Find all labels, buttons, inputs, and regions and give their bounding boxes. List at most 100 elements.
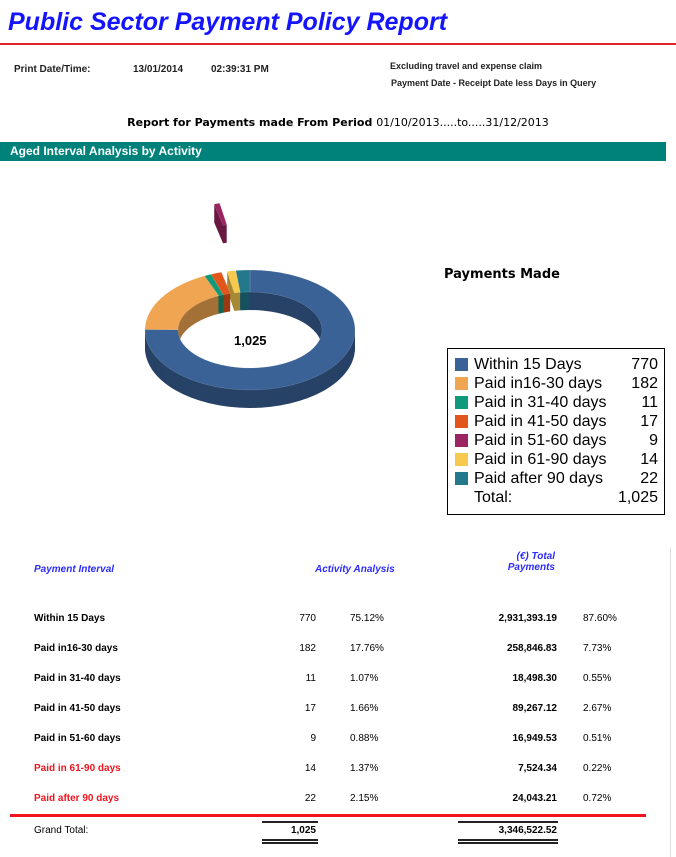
header-total-line1: (€) Total <box>516 551 555 562</box>
interval-payments-pct: 2.67% <box>583 703 612 714</box>
donut-slice-within-15-days <box>144 269 356 391</box>
legend-swatch <box>455 358 468 371</box>
legend-label: Paid in16-30 days <box>474 374 603 392</box>
donut-slice-paid-in-51-60-days <box>213 203 228 226</box>
legend-value: 22 <box>640 469 658 487</box>
interval-label: Within 15 Days <box>34 613 106 624</box>
legend-item: Paid in 51-60 days 9 <box>455 431 658 450</box>
interval-count: 770 <box>299 613 316 624</box>
interval-label: Paid in 41-50 days <box>34 703 121 714</box>
legend-label: Within 15 Days <box>474 355 582 373</box>
donut-slice-paid-in-31-40-days <box>204 273 224 297</box>
table-row: Paid in 31-40 days 11 1.07% 18,498.30 0.… <box>0 673 676 687</box>
count-total-overline <box>262 821 318 823</box>
interval-payments-pct: 0.22% <box>583 763 612 774</box>
interval-count-pct: 75.12% <box>350 613 384 624</box>
legend-item: Paid in 31-40 days 11 <box>455 393 658 412</box>
donut-slice-paid-after-90-days <box>235 269 251 293</box>
table-divider <box>10 814 646 817</box>
interval-label: Paid after 90 days <box>34 793 120 804</box>
interval-payments: 7,524.34 <box>518 763 557 774</box>
legend-value: 770 <box>631 355 658 373</box>
interval-payments: 24,043.21 <box>512 793 558 804</box>
header-total-line2: Payments <box>507 562 555 573</box>
interval-count: 182 <box>299 643 316 654</box>
interval-payments-pct: 0.72% <box>583 793 612 804</box>
calculation-note: Payment Date - Receipt Date less Days in… <box>391 78 597 88</box>
payments-total-overline <box>458 821 558 823</box>
grand-total-payments: 3,346,522.52 <box>498 825 557 836</box>
table-row: Paid after 90 days 22 2.15% 24,043.21 0.… <box>0 793 676 807</box>
interval-payments-pct: 7.73% <box>583 643 612 654</box>
legend-value: 17 <box>640 412 658 430</box>
table-row: Paid in 61-90 days 14 1.37% 7,524.34 0.2… <box>0 763 676 777</box>
interval-label: Paid in 31-40 days <box>34 673 121 684</box>
legend-label: Paid in 51-60 days <box>474 431 607 449</box>
interval-payments: 16,949.53 <box>512 733 558 744</box>
legend-item: Within 15 Days 770 <box>455 355 658 374</box>
interval-count-pct: 1.07% <box>350 673 379 684</box>
grand-total-label: Grand Total: <box>34 825 89 836</box>
legend-item: Paid in16-30 days 182 <box>455 374 658 393</box>
interval-count: 9 <box>310 733 316 744</box>
legend-swatch <box>455 396 468 409</box>
legend-value: 11 <box>641 393 658 411</box>
interval-payments-pct: 87.60% <box>583 613 617 624</box>
interval-count-pct: 1.66% <box>350 703 379 714</box>
interval-label: Paid in 51-60 days <box>34 733 121 744</box>
period-range: 01/10/2013.....to.....31/12/2013 <box>376 116 549 129</box>
interval-payments-pct: 0.51% <box>583 733 612 744</box>
legend-total-label: Total: <box>474 488 513 506</box>
period-prefix: Report for Payments made From Period <box>127 116 373 129</box>
count-total-double-underline <box>262 839 318 844</box>
interval-count-pct: 0.88% <box>350 733 379 744</box>
legend-item: Paid in 41-50 days 17 <box>455 412 658 431</box>
legend-value: 9 <box>649 431 658 449</box>
legend-label: Paid in 61-90 days <box>474 450 607 468</box>
interval-payments-pct: 0.55% <box>583 673 612 684</box>
header-payment-interval: Payment Interval <box>34 564 115 575</box>
report-title: Public Sector Payment Policy Report <box>8 8 448 36</box>
table-row: Within 15 Days 770 75.12% 2,931,393.19 8… <box>0 613 676 627</box>
title-divider <box>0 43 676 45</box>
legend-swatch <box>455 472 468 485</box>
chart-title: Payments Made <box>444 267 560 282</box>
interval-count-pct: 2.15% <box>350 793 379 804</box>
print-date-label: Print Date/Time: <box>14 64 91 75</box>
table-row: Paid in16-30 days 182 17.76% 258,846.83 … <box>0 643 676 657</box>
interval-payments: 89,267.12 <box>512 703 558 714</box>
interval-payments: 258,846.83 <box>506 643 557 654</box>
donut-chart <box>144 203 356 408</box>
donut-slice-paid-in-41-50-days <box>210 271 231 295</box>
payments-total-double-underline <box>458 839 558 844</box>
legend-total: Total: 1,025 <box>455 488 658 507</box>
legend-total-value: 1,025 <box>617 488 658 506</box>
table-row: Paid in 41-50 days 17 1.66% 89,267.12 2.… <box>0 703 676 717</box>
legend-label: Paid in 41-50 days <box>474 412 607 430</box>
report-period: Report for Payments made From Period 01/… <box>0 116 676 129</box>
header-total-payments: (€) Total Payments <box>508 551 555 573</box>
interval-label: Paid in 61-90 days <box>34 763 121 774</box>
interval-label: Paid in16-30 days <box>34 643 118 654</box>
interval-count: 14 <box>304 763 316 774</box>
section-header: Aged Interval Analysis by Activity <box>0 142 666 161</box>
interval-count-pct: 17.76% <box>350 643 384 654</box>
legend-value: 14 <box>640 450 658 468</box>
print-date: 13/01/2014 <box>133 64 184 75</box>
legend-label: Paid in 31-40 days <box>474 393 607 411</box>
interval-count: 17 <box>304 703 316 714</box>
header-activity-analysis: Activity Analysis <box>315 564 395 575</box>
legend-swatch <box>455 377 468 390</box>
legend-item: Paid in 61-90 days 14 <box>455 450 658 469</box>
grand-total-row: Grand Total: 1,025 3,346,522.52 <box>0 825 676 839</box>
legend-swatch <box>455 434 468 447</box>
chart-legend: Within 15 Days 770 Paid in16-30 days 182… <box>447 348 665 515</box>
interval-count: 11 <box>305 673 316 684</box>
print-time: 02:39:31 PM <box>211 64 269 75</box>
legend-item: Paid after 90 days 22 <box>455 469 658 488</box>
legend-value: 182 <box>631 374 658 392</box>
page-edge <box>670 548 671 857</box>
interval-payments: 18,498.30 <box>512 673 558 684</box>
grand-total-count: 1,025 <box>290 825 316 836</box>
